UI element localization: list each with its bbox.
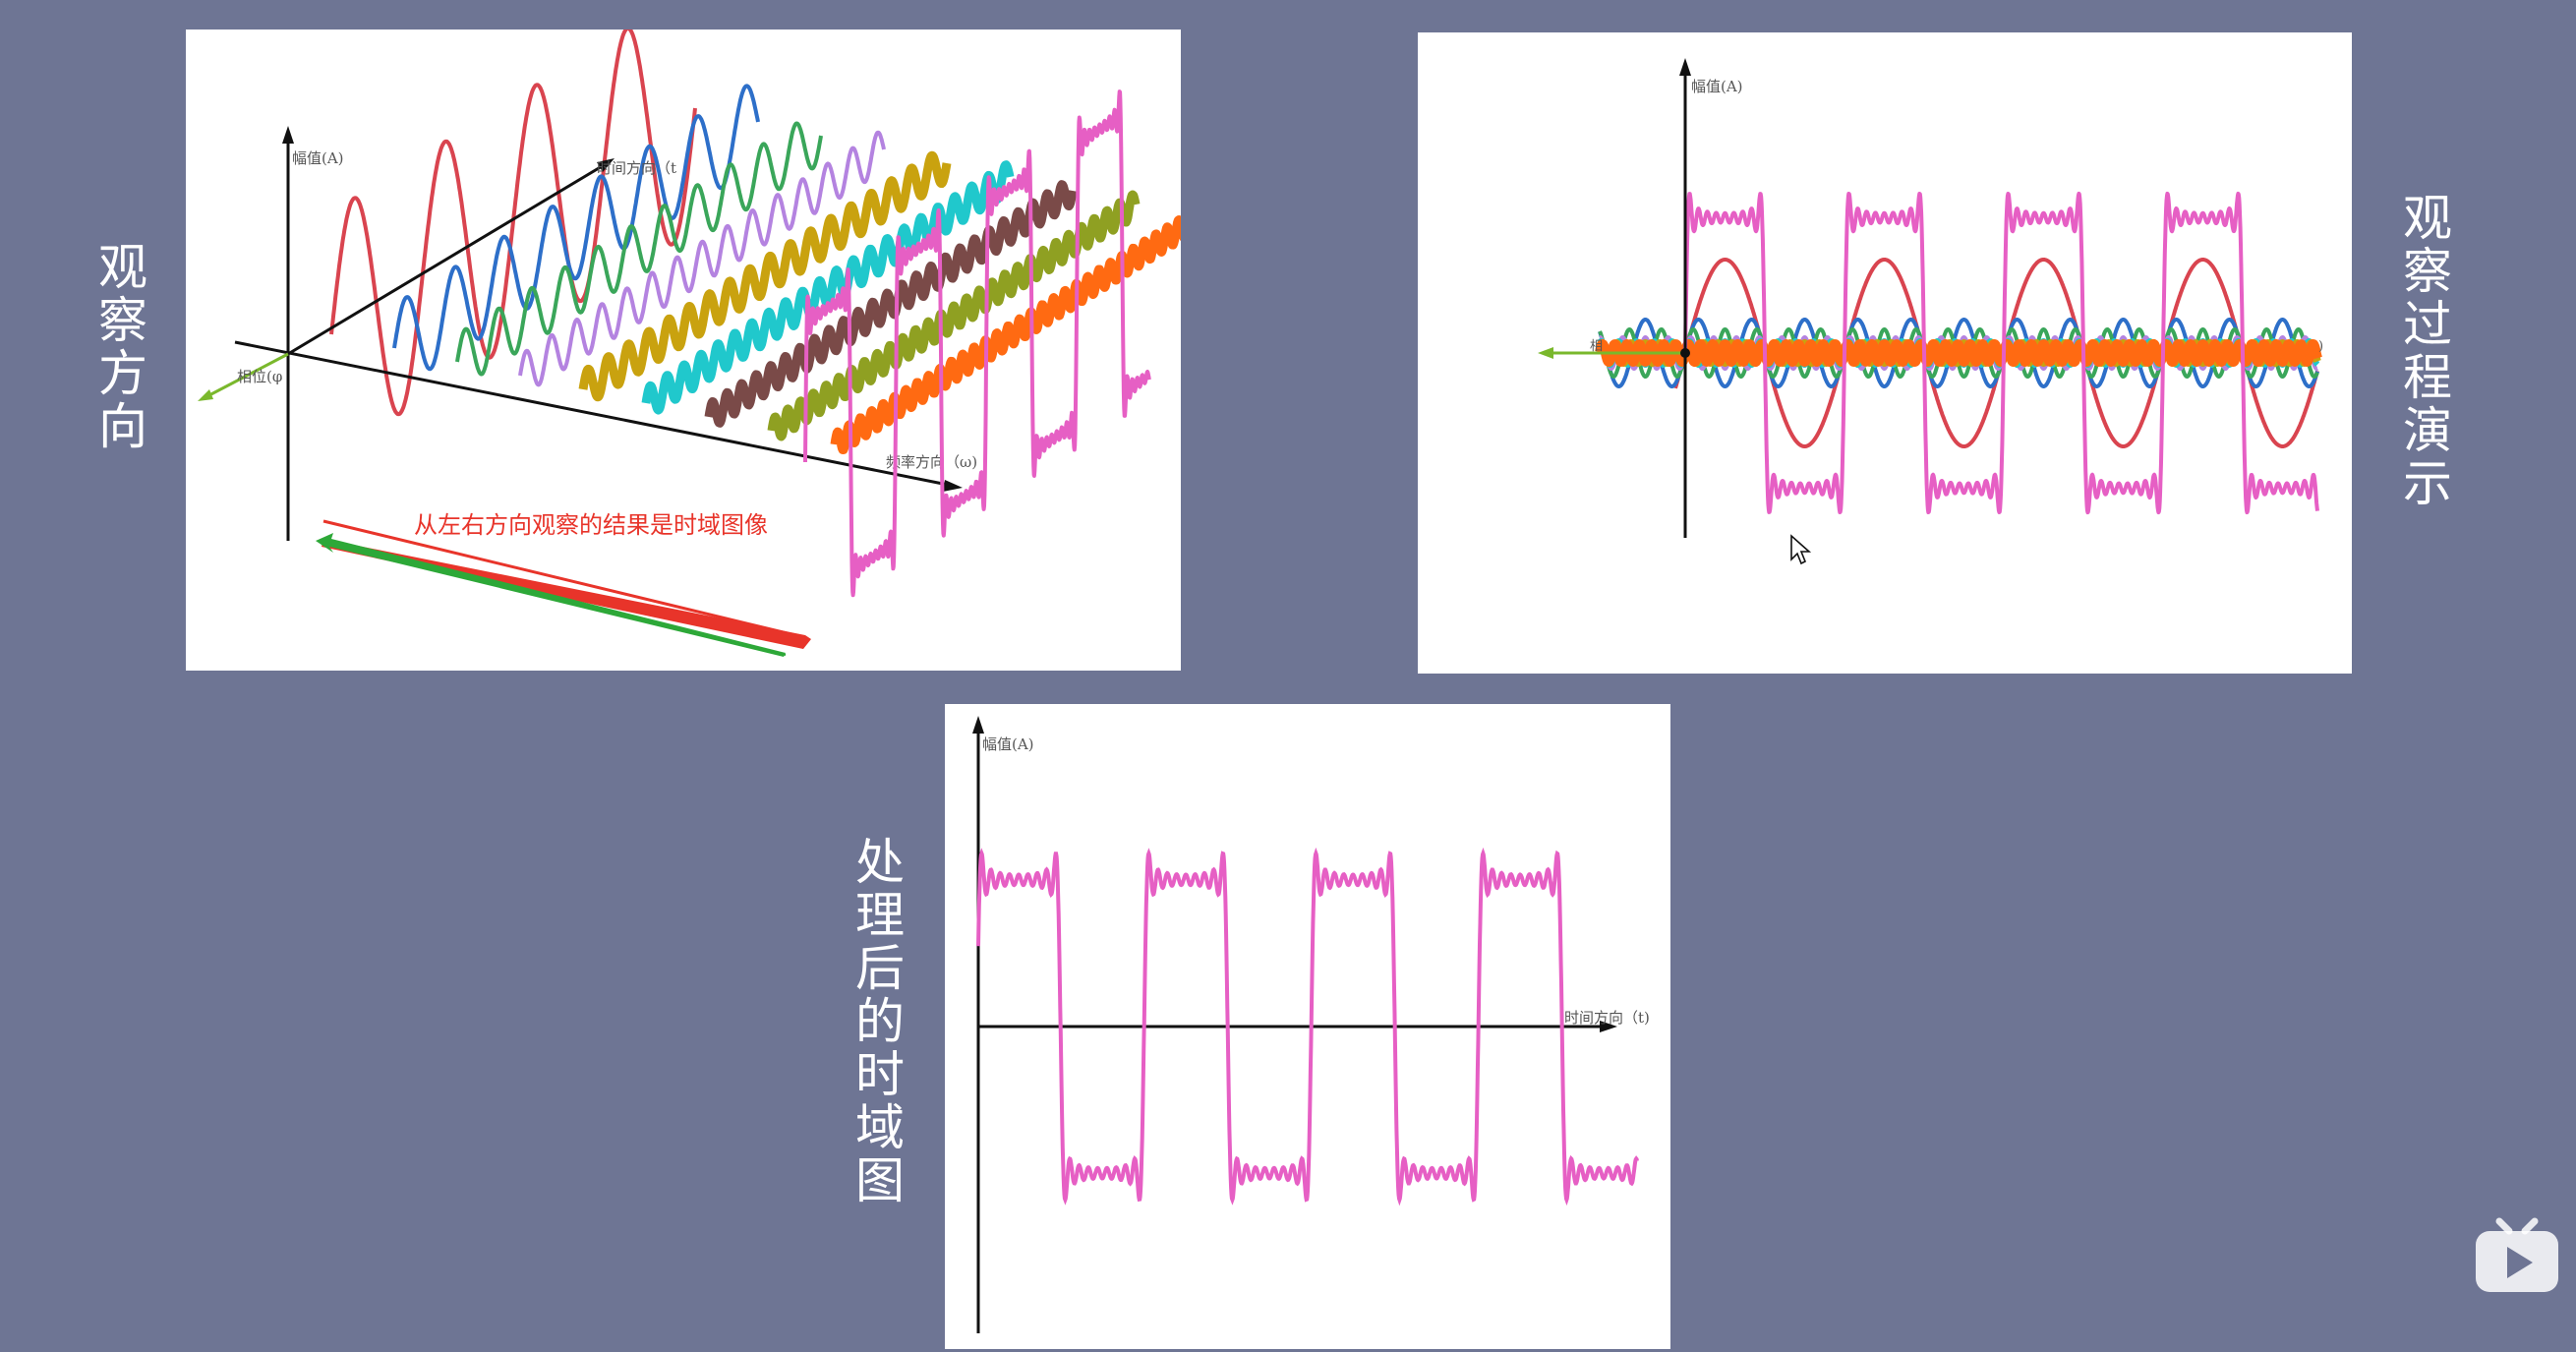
time-domain-signal [976, 847, 1639, 1206]
red-arrow [322, 539, 811, 649]
frequency-axis-arrow [943, 480, 963, 492]
projected-signal [1683, 191, 2319, 515]
amplitude-axis-arrow [972, 716, 984, 734]
amplitude-axis-arrow [282, 126, 294, 144]
frequency-axis-label: 频率方向（ω) [886, 453, 977, 471]
bilibili-tv-icon[interactable] [2470, 1207, 2564, 1298]
harmonic-wave-8 [767, 190, 1141, 441]
green-arrow [316, 533, 786, 657]
label-observe-direction: 观察方向 [90, 241, 147, 453]
phase-axis-label: 相 [1590, 339, 1603, 354]
red-arrow-thin [322, 519, 796, 637]
time-axis-label: 时间方向（t [597, 159, 676, 177]
mouse-cursor-icon [1790, 534, 1812, 565]
phase-axis-label: 相位(φ [237, 368, 282, 385]
amplitude-axis-arrow [1679, 58, 1691, 76]
amplitude-axis-label: 幅值(A) [1691, 78, 1743, 95]
projected-harmonic-13 [1595, 339, 2322, 367]
label-processed-time-domain: 处理后的时域图 [848, 836, 905, 1207]
time-axis-label: 时间方向（t) [1564, 1009, 1650, 1027]
spectrum-3d-diagram: 幅值(A) 时间方向（t 相位(φ 频率方向（ω) 从左右方向观察的结果是时域图… [198, 29, 1181, 657]
harmonic-wave-3 [455, 121, 823, 377]
projection-diagram: 幅值(A) 相 ) [1538, 58, 2323, 565]
harmonic-wave-7 [704, 180, 1078, 428]
time-axis-label: ) [2318, 339, 2323, 354]
time-axis-arrow [597, 158, 615, 172]
time-axis [287, 160, 610, 356]
panel-projection-demo: 幅值(A) 相 ) [1418, 32, 2352, 674]
projected-waves [1595, 191, 2322, 515]
harmonic-wave-5 [578, 150, 952, 402]
panel-time-domain: 幅值(A) 时间方向（t) [945, 704, 1670, 1349]
harmonic-wave-4 [518, 130, 886, 387]
harmonic-wave-1 [329, 29, 697, 417]
time-domain-diagram: 幅值(A) 时间方向（t) [972, 716, 1650, 1333]
amplitude-axis-label: 幅值(A) [982, 735, 1034, 753]
label-observe-process: 观察过程演示 [2395, 192, 2452, 510]
frequency-axis [234, 340, 954, 488]
combined-signal [803, 89, 1151, 598]
phase-axis-arrow [198, 389, 213, 401]
panel-3d-spectrum: 幅值(A) 时间方向（t 相位(φ 频率方向（ω) 从左右方向观察的结果是时域图… [186, 29, 1181, 671]
time-axis-arrow [1600, 1021, 1617, 1032]
phase-axis [205, 352, 289, 399]
harmonic-wave-2 [392, 84, 760, 372]
combined-signal-3d [803, 89, 1151, 598]
origin-point [1680, 348, 1690, 358]
phase-axis-arrow [1538, 347, 1553, 359]
projected-harmonic-3 [1598, 318, 2319, 388]
observation-caption: 从左右方向观察的结果是时域图像 [414, 511, 768, 539]
amplitude-axis-label: 幅值(A) [292, 149, 344, 167]
